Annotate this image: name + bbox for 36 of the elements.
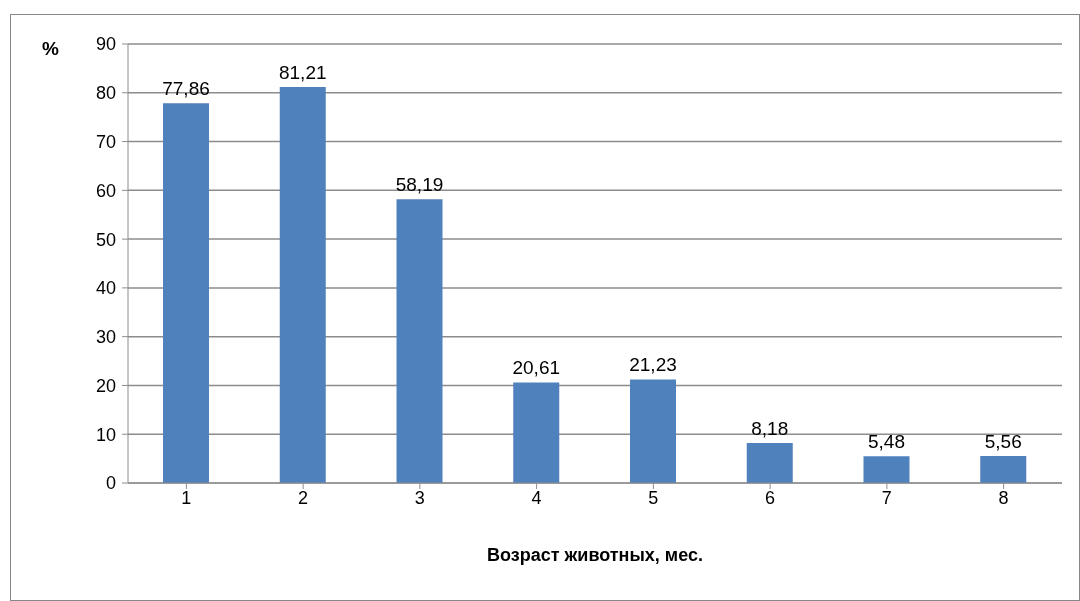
x-tick-label: 4 — [531, 487, 542, 508]
bar — [980, 455, 1027, 483]
data-label: 20,61 — [512, 357, 561, 379]
x-tick-label: 7 — [881, 487, 892, 508]
y-tick-label: 30 — [95, 327, 116, 348]
y-tick-label: 80 — [95, 83, 116, 104]
bar — [513, 382, 560, 483]
x-tick-label: 8 — [998, 487, 1009, 508]
bar — [746, 443, 793, 483]
data-label: 77,86 — [162, 78, 210, 100]
y-tick-label: 50 — [95, 229, 116, 250]
y-axis-title: % — [42, 38, 59, 60]
y-tick-label: 60 — [95, 180, 116, 201]
bar — [863, 456, 910, 483]
data-label: 21,23 — [629, 354, 677, 376]
bar — [396, 199, 443, 483]
data-label: 81,21 — [278, 61, 327, 83]
y-tick-label: 40 — [95, 278, 116, 299]
data-label: 5,56 — [984, 430, 1022, 452]
y-tick-label: 70 — [95, 131, 116, 152]
data-label: 58,19 — [395, 174, 444, 196]
bar — [279, 86, 326, 483]
bar — [163, 103, 209, 483]
x-axis-title: Возраст животных, мес. — [487, 545, 703, 565]
y-tick-label: 20 — [95, 375, 116, 396]
x-tick-label: 1 — [181, 487, 192, 508]
x-tick-label: 5 — [648, 487, 659, 508]
y-tick-label: 90 — [95, 34, 116, 55]
data-label: 5,48 — [868, 431, 905, 453]
bar — [630, 379, 676, 483]
y-tick-label: 0 — [105, 473, 116, 494]
x-tick-label: 3 — [414, 487, 425, 508]
x-tick-label: 6 — [765, 487, 776, 508]
data-label: 8,18 — [751, 418, 789, 440]
x-tick-label: 2 — [298, 487, 309, 508]
y-tick-label: 10 — [95, 424, 116, 445]
